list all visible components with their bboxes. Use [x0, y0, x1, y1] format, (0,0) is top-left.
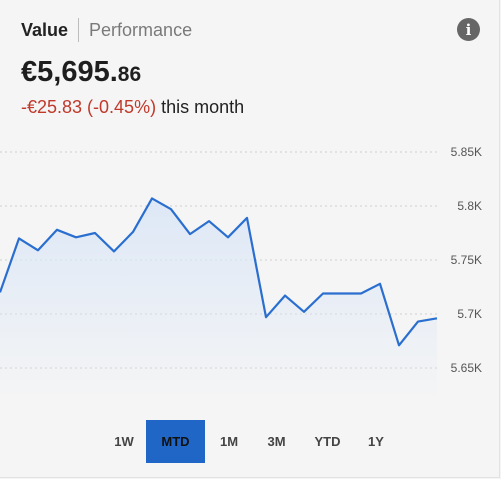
data-point[interactable] — [263, 314, 269, 320]
y-tick-label: 5.8K — [457, 199, 482, 213]
data-point[interactable] — [130, 229, 136, 235]
y-tick-label: 5.85K — [451, 145, 482, 159]
tab-divider — [78, 18, 80, 42]
data-point[interactable] — [168, 206, 174, 212]
data-point[interactable] — [73, 234, 79, 240]
y-tick-label: 5.7K — [457, 307, 482, 321]
chart-series-line — [0, 197, 438, 347]
data-point[interactable] — [16, 235, 22, 241]
data-point[interactable] — [187, 231, 193, 237]
info-icon[interactable]: i — [457, 18, 480, 41]
data-point[interactable] — [301, 309, 307, 315]
data-point[interactable] — [54, 227, 60, 233]
data-point[interactable] — [35, 247, 41, 253]
range-selector: 1W MTD 1M 3M YTD 1Y — [102, 420, 397, 463]
range-ytd[interactable]: YTD — [314, 434, 341, 449]
data-point[interactable] — [320, 290, 326, 296]
tab-value[interactable]: Value — [21, 20, 69, 40]
range-3m[interactable]: 3M — [267, 434, 286, 449]
y-tick-label: 5.75K — [451, 253, 482, 267]
data-point[interactable] — [282, 293, 288, 299]
portfolio-value: €5,695.86 — [21, 56, 141, 88]
value-cents: 86 — [117, 63, 142, 86]
data-point[interactable] — [358, 290, 364, 296]
data-point[interactable] — [206, 218, 212, 224]
data-point[interactable] — [339, 290, 345, 296]
data-point[interactable] — [415, 319, 421, 325]
y-tick-label: 5.65K — [451, 361, 482, 375]
data-point[interactable] — [434, 315, 440, 321]
range-1m[interactable]: 1M — [219, 434, 239, 449]
data-point[interactable] — [244, 215, 250, 221]
change-amount: -€25.83 (-0.45%) — [21, 97, 157, 117]
data-point[interactable] — [111, 248, 117, 254]
data-point[interactable] — [92, 230, 98, 236]
tab-performance[interactable]: Performance — [89, 20, 193, 40]
view-tabs: Value Performance — [21, 18, 192, 42]
range-1y[interactable]: 1Y — [368, 434, 384, 449]
data-point[interactable] — [225, 234, 231, 240]
value-change: -€25.83 (-0.45%) this month — [21, 97, 244, 118]
data-point[interactable] — [396, 342, 402, 348]
data-point[interactable] — [149, 195, 155, 201]
change-period: this month — [161, 97, 245, 117]
range-1w[interactable]: 1W — [114, 434, 134, 449]
range-mtd[interactable]: MTD — [146, 420, 205, 463]
value-chart: 5.85K 5.8K 5.75K 5.7K 5.65K — [0, 145, 482, 395]
value-main: €5,695. — [21, 56, 118, 88]
data-point[interactable] — [377, 281, 383, 287]
